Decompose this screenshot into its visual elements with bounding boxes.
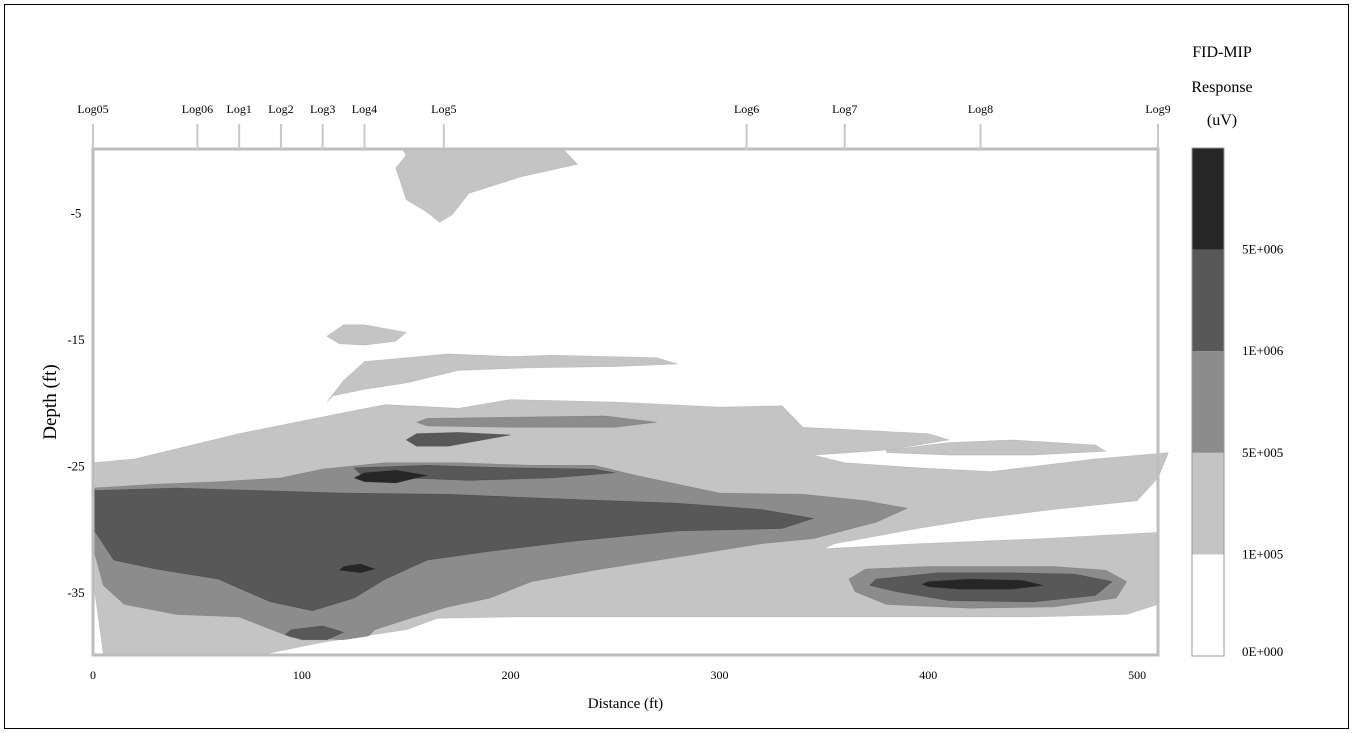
contour-region-0 — [395, 148, 579, 223]
y-axis: -5 -15 -25 -35 — [67, 205, 84, 600]
log-markers: Log05 Log06 Log1 Log2 Log3 Log4 Log5 Log6 Log7 Lo… — [77, 102, 1171, 149]
colorbar-band — [1192, 351, 1224, 453]
x-tick-label: 0 — [90, 668, 96, 682]
x-axis: 0 100 200 300 400 500 — [90, 668, 1146, 682]
y-axis-label: Depth (ft) — [40, 364, 61, 439]
colorbar-level-label: 1E+006 — [1242, 343, 1284, 358]
colorbar-title-line: FID-MIP — [1192, 44, 1252, 61]
y-tick-label: -35 — [67, 585, 84, 600]
log-label: Log05 — [77, 102, 108, 116]
colorbar-level-label: 5E+005 — [1242, 445, 1283, 460]
log-label: Log8 — [968, 102, 993, 116]
contour-region-13 — [353, 469, 428, 484]
y-tick-label: -5 — [71, 205, 82, 220]
colorbar-title-line: (uV) — [1207, 112, 1237, 129]
log-label: Log6 — [734, 102, 759, 116]
x-tick-label: 400 — [919, 668, 937, 682]
contour-region-2 — [326, 353, 678, 403]
x-tick-label: 100 — [293, 668, 311, 682]
log-label: Log06 — [182, 102, 213, 116]
contour-region-15 — [338, 563, 376, 574]
plot-border — [91, 147, 1160, 657]
colorbar-band — [1192, 452, 1224, 555]
colorbar-level-label: 5E+006 — [1242, 242, 1284, 257]
colorbar-level-label: 0E+000 — [1242, 644, 1283, 659]
x-axis-label: Distance (ft) — [588, 696, 663, 712]
x-tick-label: 300 — [710, 668, 728, 682]
contour-region-1 — [326, 324, 407, 346]
y-tick-label: -25 — [67, 458, 84, 473]
log-label: Log7 — [832, 102, 857, 116]
log-label: Log2 — [268, 102, 293, 116]
colorbar-band — [1192, 249, 1224, 352]
contour-region-9 — [405, 432, 511, 447]
x-tick-label: 500 — [1128, 668, 1146, 682]
x-tick-label: 200 — [502, 668, 520, 682]
contour-region-14 — [921, 578, 1044, 590]
contour-regions — [92, 148, 1169, 656]
contour-region-6 — [415, 415, 657, 428]
colorbar-border — [1191, 147, 1225, 657]
log-label: Log9 — [1145, 102, 1170, 116]
colorbar-band — [1192, 554, 1224, 656]
y-tick-label: -15 — [67, 332, 84, 347]
log-label: Log1 — [227, 102, 252, 116]
colorbar-band — [1192, 148, 1224, 250]
contour-region-8 — [92, 487, 814, 612]
colorbar-title-line: Response — [1191, 79, 1252, 96]
log-label: Log3 — [310, 102, 335, 116]
contour-region-12 — [284, 625, 345, 641]
colorbar-level-label: 1E+005 — [1242, 546, 1283, 561]
log-label: Log4 — [352, 102, 377, 116]
colorbar-legend: FID-MIP Response (uV) 0E+000 1E+005 5E+005… — [1191, 44, 1283, 659]
contour-region-4 — [886, 439, 1107, 456]
log-label: Log5 — [431, 102, 456, 116]
